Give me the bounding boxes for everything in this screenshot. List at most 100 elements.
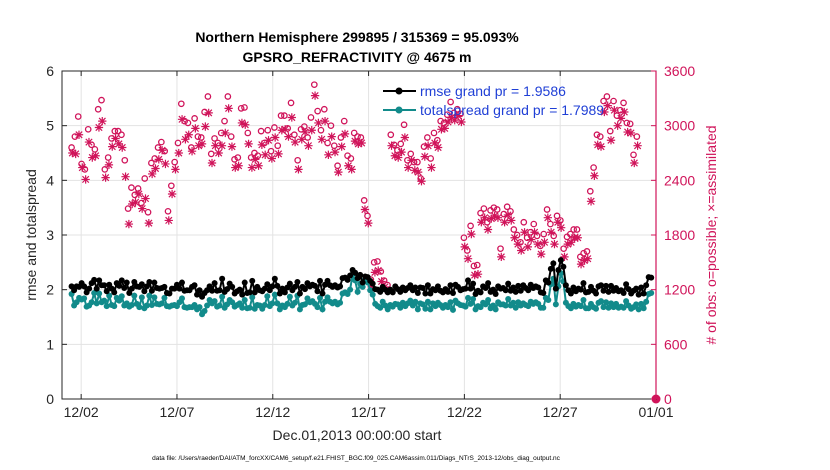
assimilated-obs-marker [437, 125, 446, 134]
possible-obs-marker [274, 142, 282, 150]
assimilated-obs-marker [417, 177, 426, 186]
assimilated-obs-marker [197, 139, 207, 149]
totalspread-point [201, 307, 208, 314]
totalspread-point [640, 305, 647, 312]
rmse-point [505, 280, 512, 287]
possible-obs-marker [320, 105, 328, 113]
assimilated-obs-marker [154, 155, 163, 164]
assimilated-obs-marker [633, 141, 642, 150]
possible-obs-marker [241, 104, 248, 111]
rmse-point [111, 289, 118, 296]
assimilated-obs-marker [364, 218, 373, 228]
totalspread-point [103, 303, 110, 310]
rmse-point [434, 283, 441, 290]
y-right-tick-label: 0 [664, 391, 672, 407]
rmse-point [296, 290, 303, 297]
possible-obs-marker [324, 139, 331, 147]
possible-obs-marker [493, 206, 501, 213]
assimilated-obs-marker [94, 123, 104, 132]
possible-obs-marker [314, 107, 321, 115]
possible-obs-marker [174, 139, 182, 147]
possible-obs-marker [211, 135, 218, 142]
rmse-point [191, 282, 198, 289]
totalspread-point [397, 304, 404, 311]
totalspread-point [73, 299, 80, 306]
rmse-point [166, 290, 173, 297]
possible-obs-marker [360, 197, 368, 204]
rmse-point [623, 281, 630, 288]
totalspread-point [470, 295, 477, 302]
x-tick-label: 01/01 [638, 404, 673, 420]
rmse-point [540, 289, 547, 296]
possible-obs-marker [91, 146, 99, 153]
totalspread-point [131, 292, 138, 299]
assimilated-obs-marker [427, 163, 436, 172]
totalspread-point [118, 293, 125, 300]
possible-obs-marker [593, 131, 601, 139]
possible-obs-marker [547, 220, 554, 228]
assimilated-obs-marker [131, 198, 140, 207]
x-axis-label: Dec.01,2013 00:00:00 start [273, 427, 442, 443]
rmse-point [103, 288, 110, 295]
assimilated-obs-marker [71, 149, 80, 159]
y-right-tick-label: 1800 [664, 227, 695, 243]
rmse-point [510, 284, 517, 291]
possible-obs-marker [277, 112, 285, 119]
possible-obs-marker [570, 226, 578, 233]
assimilated-obs-marker [141, 194, 150, 203]
rmse-point [319, 290, 326, 297]
assimilated-obs-marker [267, 154, 277, 163]
assimilated-obs-marker [340, 129, 350, 139]
totalspread-point [567, 305, 574, 312]
assimilated-obs-marker [241, 120, 250, 129]
totalspread-point [286, 293, 293, 300]
rmse-point [131, 279, 138, 286]
totalspread-point [239, 304, 246, 311]
possible-obs-marker [264, 126, 272, 134]
assimilated-obs-marker [546, 228, 556, 237]
totalspread-point [216, 302, 223, 309]
totalspread-point [525, 303, 532, 310]
possible-obs-marker [128, 184, 135, 191]
assimilated-obs-marker [450, 116, 459, 125]
rmse-point [377, 288, 384, 295]
possible-obs-marker [477, 209, 484, 217]
totalspread-point [552, 301, 559, 308]
possible-obs-marker [194, 133, 202, 140]
assimilated-obs-marker [623, 127, 632, 137]
assimilated-obs-marker [413, 167, 423, 177]
totalspread-point [96, 290, 103, 297]
assimilated-obs-marker [171, 165, 180, 174]
totalspread-point [600, 304, 607, 311]
rmse-point [311, 282, 318, 289]
assimilated-obs-marker [470, 270, 479, 280]
possible-obs-marker [267, 147, 275, 155]
assimilated-obs-marker [374, 266, 383, 275]
possible-obs-marker [480, 205, 488, 212]
rmse-point [269, 283, 276, 290]
rmse-point [467, 285, 474, 292]
rmse-point [603, 282, 610, 289]
rmse-point [246, 289, 253, 296]
assimilated-obs-marker [297, 135, 306, 144]
assimilated-obs-marker [91, 151, 100, 160]
totalspread-point [291, 299, 298, 306]
totalspread-point [359, 283, 366, 290]
possible-obs-marker [437, 117, 445, 125]
possible-obs-marker [603, 93, 611, 100]
y-right-tick-label: 3600 [664, 63, 695, 79]
assimilated-obs-marker [280, 125, 290, 134]
possible-obs-marker [227, 133, 235, 140]
legend-rmse-label: rmse grand pr = 1.9586 [420, 83, 566, 99]
assimilated-obs-marker [254, 161, 263, 170]
possible-obs-marker [400, 121, 408, 129]
rmse-point [502, 287, 509, 294]
totalspread-point [81, 295, 88, 302]
possible-obs-marker [473, 261, 481, 269]
totalspread-point [354, 288, 361, 295]
chart-title-line2: GPSRO_REFRACTIVITY @ 4675 m [243, 49, 472, 65]
x-tick-label: 12/12 [255, 404, 290, 420]
totalspread-point [540, 304, 547, 311]
possible-obs-marker [124, 205, 132, 212]
assimilated-obs-marker [167, 189, 177, 199]
